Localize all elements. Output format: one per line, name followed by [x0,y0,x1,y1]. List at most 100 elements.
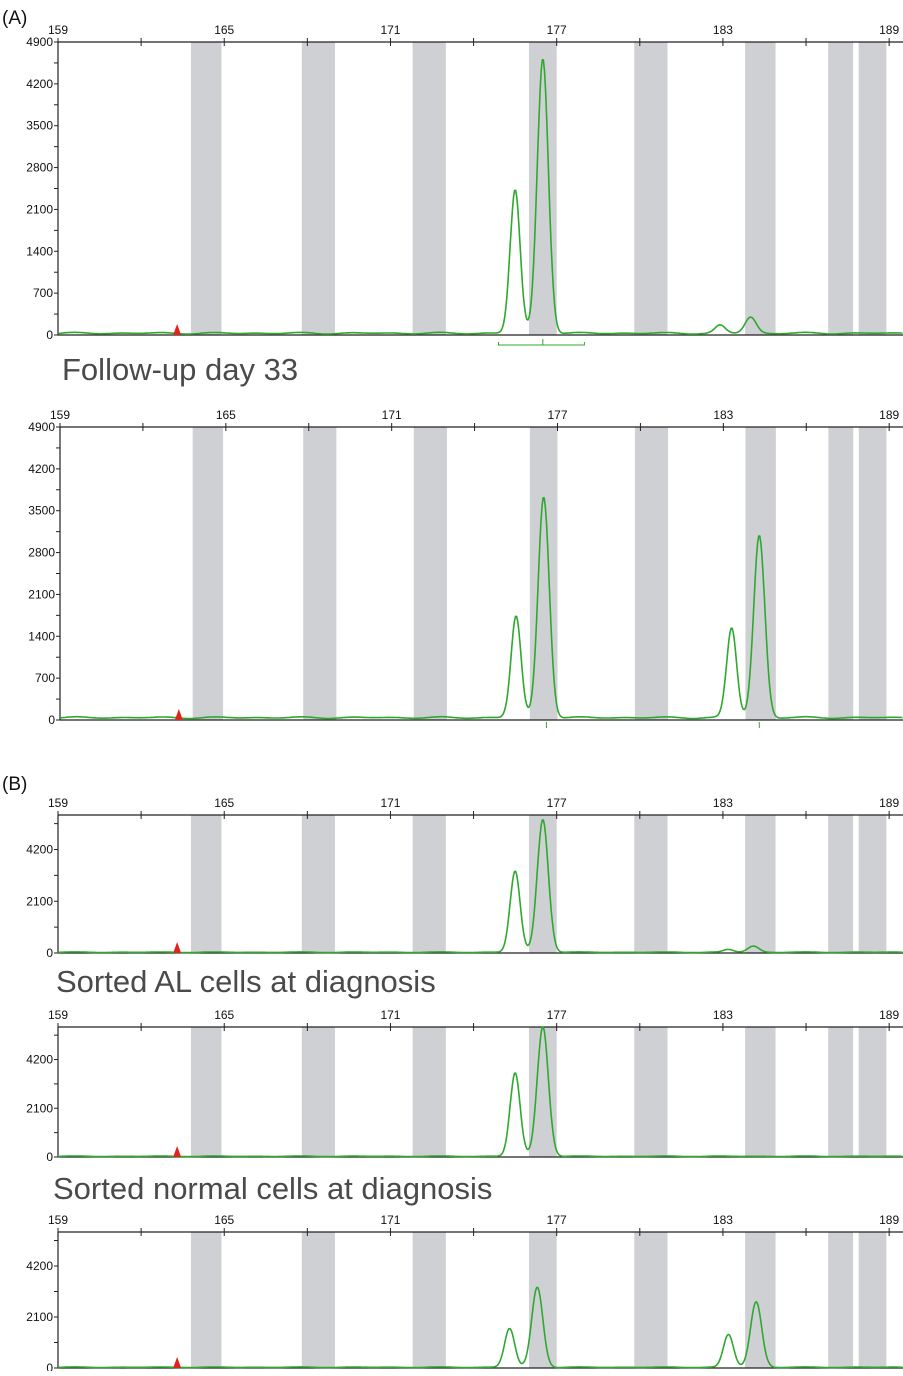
panel-label-a: (A) [2,8,27,29]
size-bin [303,427,337,720]
x-tick-label: 183 [713,796,733,810]
x-tick-label: 189 [879,23,899,37]
size-bin [528,1232,557,1368]
x-tick-label: 165 [214,1008,234,1022]
size-bin [828,1232,854,1368]
size-bin [858,427,887,720]
electropherogram-5: 159 165 171 177 183 189 0 2100 4200 [26,1213,903,1375]
y-tick-label: 4900 [28,420,55,434]
y-tick-label: 2100 [26,1310,53,1324]
x-tick-label: 171 [380,23,400,37]
size-bin [301,1232,336,1368]
marker-triangle [173,1357,182,1368]
electropherogram-1: 159 165 171 177 183 189 0 700 1400 2100 2800 3500 42… [26,23,903,346]
size-bin [412,815,446,953]
y-tick-label: 4200 [26,843,53,857]
size-bin [190,815,222,953]
signal-trace [59,496,903,720]
x-tick-label: 165 [214,1213,234,1227]
y-tick-label: 2100 [26,202,53,216]
x-tick-label: 177 [547,23,567,37]
size-bin [634,42,668,335]
x-tick-label: 159 [50,408,70,422]
size-bin [190,1232,222,1368]
y-tick-label: 700 [35,671,55,685]
size-bin [413,427,447,720]
size-bin [528,1027,557,1157]
caption-sorted-al: Sorted AL cells at diagnosis [56,964,436,999]
size-bin [634,1232,668,1368]
signal-trace [57,819,903,954]
signal-trace [57,58,903,335]
size-bin [745,1232,776,1368]
size-bin [858,815,887,953]
y-tick-label: 0 [46,1150,53,1164]
size-bin [858,1027,887,1157]
x-tick-label: 189 [879,796,899,810]
x-tick-label: 171 [382,408,402,422]
y-tick-label: 700 [33,286,53,300]
size-bin [858,42,887,335]
y-tick-label: 0 [46,946,53,960]
y-tick-label: 2800 [26,161,53,175]
marker-triangle [173,1146,182,1157]
x-tick-label: 171 [380,796,400,810]
x-tick-label: 159 [48,23,68,37]
y-tick-label: 2100 [28,587,55,601]
y-tick-label: 4200 [26,77,53,91]
size-bin [528,42,557,335]
size-bin [190,1027,222,1157]
marker-triangle [174,709,183,720]
size-bin [828,427,854,720]
y-tick-label: 2800 [28,546,55,560]
size-bin [190,42,222,335]
allele-bracket [498,339,585,346]
x-tick-label: 171 [380,1008,400,1022]
size-bin [828,1027,854,1157]
marker-triangle [173,942,182,953]
electropherogram-3: 159 165 171 177 183 189 0 2100 4200 [26,796,903,960]
y-tick-label: 2100 [26,1101,53,1115]
y-tick-label: 4200 [28,462,55,476]
size-bin [634,427,669,720]
size-bin [412,1027,446,1157]
size-bin [412,42,446,335]
size-bin [828,815,854,953]
x-tick-label: 165 [214,23,234,37]
size-bin [301,1027,336,1157]
x-tick-label: 177 [547,796,567,810]
y-tick-label: 2100 [26,894,53,908]
electropherogram-4: 159 165 171 177 183 189 0 2100 4200 [26,1008,903,1164]
x-tick-label: 171 [380,1213,400,1227]
marker-triangle [173,324,182,335]
x-tick-label: 183 [713,1213,733,1227]
y-tick-label: 0 [48,713,55,727]
size-bin [634,1027,668,1157]
size-bin [301,815,336,953]
caption-sorted-normal: Sorted normal cells at diagnosis [53,1171,492,1206]
x-tick-label: 159 [48,1008,68,1022]
signal-trace [58,1026,903,1158]
size-bin [634,815,668,953]
x-tick-label: 183 [713,23,733,37]
size-bin [412,1232,446,1368]
x-tick-label: 165 [214,796,234,810]
size-bin [745,1027,776,1157]
y-tick-label: 3500 [28,504,55,518]
y-tick-label: 1400 [26,244,53,258]
x-tick-label: 183 [713,408,733,422]
caption-followup: Follow-up day 33 [62,352,298,387]
x-tick-label: 189 [879,1213,899,1227]
size-bin [745,815,776,953]
x-tick-label: 177 [547,1008,567,1022]
size-bin [192,427,224,720]
size-bin [858,1232,887,1368]
x-tick-label: 159 [48,1213,68,1227]
x-tick-label: 177 [547,1213,567,1227]
x-tick-label: 189 [879,1008,899,1022]
y-tick-label: 4200 [26,1053,53,1067]
size-bin [828,42,854,335]
y-tick-label: 4200 [26,1259,53,1273]
size-bin [301,42,336,335]
panel-label-b: (B) [2,774,27,795]
